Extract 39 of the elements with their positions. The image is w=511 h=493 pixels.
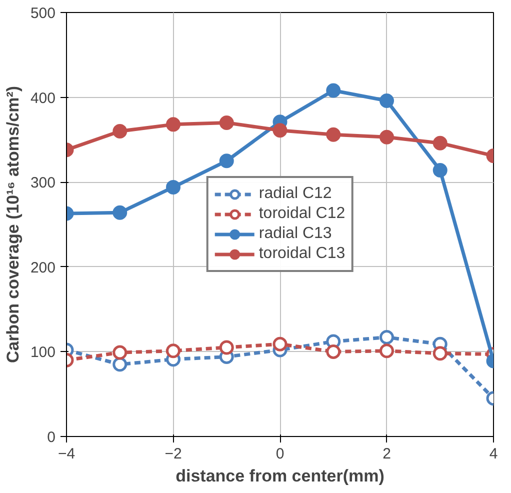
point [432, 136, 448, 150]
point [380, 130, 394, 144]
point [219, 340, 234, 355]
y-tick-label: 200 [30, 259, 56, 276]
point [112, 124, 128, 138]
point [326, 127, 341, 142]
point [432, 162, 448, 178]
x-tick-label: −4 [58, 446, 76, 462]
y-tick-label: 0 [47, 429, 56, 446]
point [326, 83, 341, 98]
y-tick-label: 100 [30, 344, 56, 362]
y-tick-label: 400 [30, 90, 56, 107]
point [112, 357, 128, 372]
point [112, 205, 128, 220]
point [112, 345, 128, 360]
y-tick-label: 500 [30, 5, 56, 22]
legend-label: toroidal C12 [258, 205, 346, 223]
legend-label: radial C13 [258, 225, 332, 243]
x-tick-label: 4 [489, 446, 498, 462]
x-tick-label: −2 [164, 446, 182, 462]
point [219, 154, 234, 168]
point [166, 117, 180, 132]
point [432, 346, 448, 361]
legend-label: radial C12 [258, 185, 332, 203]
point [380, 93, 394, 108]
x-tick-label: 0 [276, 446, 284, 462]
point [326, 344, 341, 359]
point [272, 123, 288, 138]
point [380, 344, 394, 358]
point [380, 330, 394, 345]
y-axis-title: Carbon coverage (10¹⁶ atoms/cm²) [3, 86, 22, 364]
legend-label: toroidal C13 [258, 245, 346, 263]
x-axis-title: distance from center(mm) [176, 466, 384, 486]
x-tick-label: 2 [382, 446, 391, 462]
y-tick-label: 300 [30, 174, 56, 192]
point [166, 344, 180, 358]
point [272, 336, 288, 352]
point [166, 180, 180, 194]
point [219, 116, 234, 130]
